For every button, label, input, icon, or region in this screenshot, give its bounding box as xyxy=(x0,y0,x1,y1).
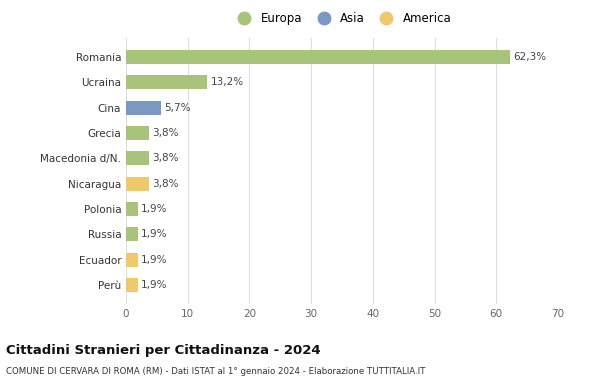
Bar xyxy=(126,177,149,191)
Text: 1,9%: 1,9% xyxy=(141,280,167,290)
Bar xyxy=(126,227,138,241)
Bar xyxy=(126,75,208,89)
Text: 13,2%: 13,2% xyxy=(211,78,244,87)
Text: 62,3%: 62,3% xyxy=(514,52,547,62)
Bar xyxy=(126,126,149,140)
Text: 1,9%: 1,9% xyxy=(141,229,167,239)
Text: COMUNE DI CERVARA DI ROMA (RM) - Dati ISTAT al 1° gennaio 2024 - Elaborazione TU: COMUNE DI CERVARA DI ROMA (RM) - Dati IS… xyxy=(6,367,425,376)
Bar xyxy=(126,151,149,165)
Text: 3,8%: 3,8% xyxy=(152,154,179,163)
Bar xyxy=(126,278,138,292)
Text: 1,9%: 1,9% xyxy=(141,204,167,214)
Text: Cittadini Stranieri per Cittadinanza - 2024: Cittadini Stranieri per Cittadinanza - 2… xyxy=(6,344,320,357)
Bar xyxy=(126,101,161,115)
Text: 3,8%: 3,8% xyxy=(152,179,179,188)
Text: 1,9%: 1,9% xyxy=(141,255,167,264)
Text: 3,8%: 3,8% xyxy=(152,128,179,138)
Legend: Europa, Asia, America: Europa, Asia, America xyxy=(230,10,454,27)
Bar xyxy=(126,50,511,64)
Bar xyxy=(126,253,138,267)
Bar xyxy=(126,202,138,216)
Text: 5,7%: 5,7% xyxy=(164,103,191,113)
